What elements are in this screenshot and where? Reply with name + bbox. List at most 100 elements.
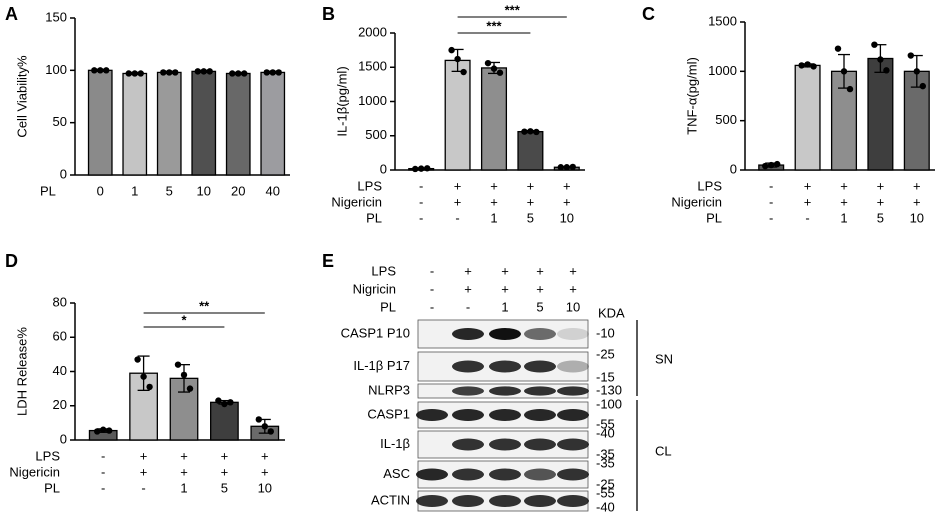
row-cell: + xyxy=(140,464,148,479)
blot-band xyxy=(452,468,484,481)
row-cell: + xyxy=(464,281,472,296)
panel-label: C xyxy=(642,4,655,24)
row-cell: + xyxy=(261,464,269,479)
data-point xyxy=(160,69,167,76)
blot-band xyxy=(489,360,521,373)
blot-band xyxy=(524,409,556,421)
blot-band xyxy=(489,438,521,451)
marker-label: -25 xyxy=(596,346,615,361)
blot-band xyxy=(557,409,589,421)
bar xyxy=(156,71,182,176)
y-tick-label: 40 xyxy=(53,363,67,378)
bar xyxy=(480,67,508,171)
y-tick-label: 1500 xyxy=(708,13,737,28)
data-point xyxy=(871,41,878,48)
data-point xyxy=(267,428,274,435)
significance-label: *** xyxy=(486,18,502,33)
data-point xyxy=(255,416,262,423)
data-point xyxy=(907,52,914,59)
data-point xyxy=(846,85,854,93)
row-cell: + xyxy=(804,178,812,193)
panel-label: E xyxy=(322,251,334,271)
marker-label: -55 xyxy=(596,485,615,500)
y-tick-label: 100 xyxy=(45,62,67,77)
data-point xyxy=(174,361,182,368)
data-point xyxy=(100,426,107,433)
data-point xyxy=(840,68,848,75)
data-point xyxy=(913,68,920,75)
row-cell: + xyxy=(180,464,188,479)
data-point xyxy=(235,70,242,77)
data-point xyxy=(134,356,141,363)
row-cell: - xyxy=(430,299,434,314)
data-point xyxy=(97,67,104,74)
unit-label: KDA xyxy=(598,305,625,320)
data-point xyxy=(418,165,425,172)
marker-label: -40 xyxy=(596,425,615,440)
blot-band xyxy=(557,438,589,451)
row-cell: - xyxy=(101,448,105,463)
data-point xyxy=(103,67,110,74)
row-cell: + xyxy=(501,281,509,296)
group-label: CL xyxy=(655,443,672,458)
data-point xyxy=(125,70,132,77)
row-label: PL xyxy=(40,183,56,198)
y-tick-label: 500 xyxy=(715,112,737,127)
row-cell: - xyxy=(769,178,773,193)
significance-label: ** xyxy=(199,298,210,313)
row-cell: - xyxy=(419,210,423,225)
marker-label: -130 xyxy=(596,382,622,397)
row-cell: + xyxy=(569,263,577,278)
bar xyxy=(444,59,471,171)
row-cell: - xyxy=(430,281,434,296)
data-point xyxy=(186,385,194,392)
row-cell: 5 xyxy=(221,480,228,495)
data-point xyxy=(180,371,188,379)
row-cell: + xyxy=(536,281,544,296)
panel-label: B xyxy=(322,4,335,24)
row-cell: + xyxy=(464,263,472,278)
band-name: IL-1β P17 xyxy=(353,358,410,373)
bar xyxy=(867,57,894,171)
blot-band xyxy=(452,495,484,507)
data-point xyxy=(496,69,504,76)
blot-band xyxy=(489,468,521,481)
row-cell: - xyxy=(805,210,809,225)
y-axis-label: IL-1β(pg/ml) xyxy=(334,66,349,136)
row-cell: + xyxy=(454,194,462,209)
row-cell: + xyxy=(840,178,848,193)
row-cell: + xyxy=(563,194,571,209)
row-cell: - xyxy=(769,194,773,209)
row-cell: 10 xyxy=(560,210,574,225)
row-cell: 10 xyxy=(566,299,580,314)
data-point xyxy=(263,69,270,76)
marker-label: -15 xyxy=(596,369,615,384)
significance-label: *** xyxy=(505,2,521,17)
row-cell: - xyxy=(466,299,470,314)
bar xyxy=(210,401,239,441)
blot-band xyxy=(524,360,556,373)
blot-band xyxy=(416,409,448,421)
blot-band xyxy=(489,495,521,507)
data-point xyxy=(563,164,570,171)
row-cell: + xyxy=(536,263,544,278)
data-point xyxy=(798,62,805,69)
y-axis-label: LDH Release% xyxy=(14,327,29,416)
row-cell: 5 xyxy=(877,210,884,225)
data-point xyxy=(484,59,492,67)
row-cell: - xyxy=(455,210,459,225)
data-point xyxy=(206,68,213,75)
blot-band xyxy=(416,468,448,481)
data-point xyxy=(460,68,467,76)
y-tick-label: 0 xyxy=(730,161,737,176)
bar xyxy=(87,69,113,176)
row-cell: 1 xyxy=(180,480,187,495)
y-axis-label: Cell Viability% xyxy=(14,55,29,138)
y-tick-label: 1000 xyxy=(708,63,737,78)
bar xyxy=(794,64,821,171)
data-point xyxy=(241,70,248,77)
data-point xyxy=(762,162,769,170)
row-cell: + xyxy=(501,263,509,278)
data-point xyxy=(424,165,431,172)
row-label: PL xyxy=(44,480,60,495)
